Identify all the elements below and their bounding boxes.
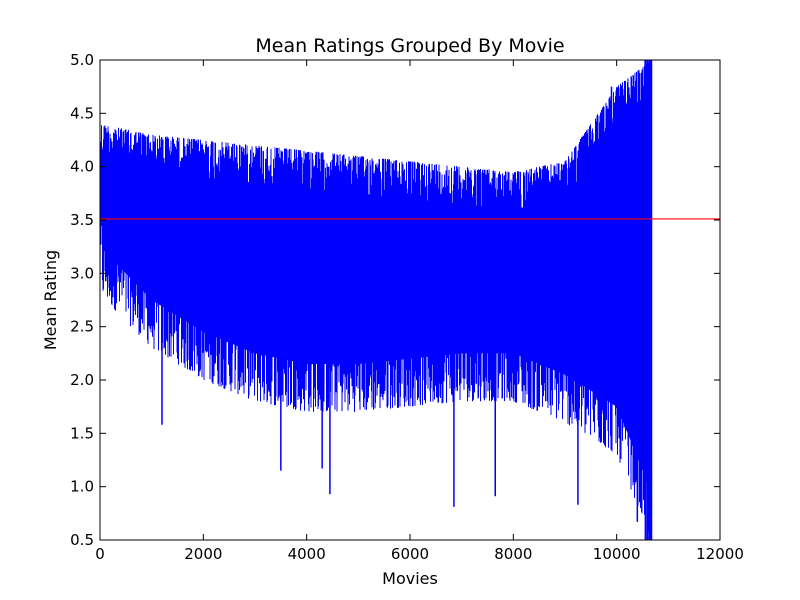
x-tick-label: 6000 — [391, 545, 429, 563]
y-tick-label: 3.0 — [70, 264, 94, 282]
x-axis-label: Movies — [382, 569, 438, 588]
x-tick-label: 0 — [95, 545, 105, 563]
y-tick-label: 5.0 — [70, 51, 94, 69]
y-tick-label: 1.0 — [70, 478, 94, 496]
y-axis-label: Mean Rating — [41, 250, 60, 350]
x-tick-label: 4000 — [288, 545, 326, 563]
y-tick-label: 3.5 — [70, 211, 94, 229]
x-tick-label: 10000 — [593, 545, 641, 563]
chart-title: Mean Ratings Grouped By Movie — [255, 35, 564, 57]
y-tick-label: 4.5 — [70, 104, 94, 122]
y-tick-label: 4.0 — [70, 158, 94, 176]
x-tick-label: 2000 — [184, 545, 222, 563]
y-tick-label: 2.5 — [70, 318, 94, 336]
y-tick-label: 2.0 — [70, 371, 94, 389]
y-tick-label: 1.5 — [70, 424, 94, 442]
x-tick-label: 12000 — [696, 545, 744, 563]
x-tick-label: 8000 — [494, 545, 532, 563]
y-tick-label: 0.5 — [70, 531, 94, 549]
